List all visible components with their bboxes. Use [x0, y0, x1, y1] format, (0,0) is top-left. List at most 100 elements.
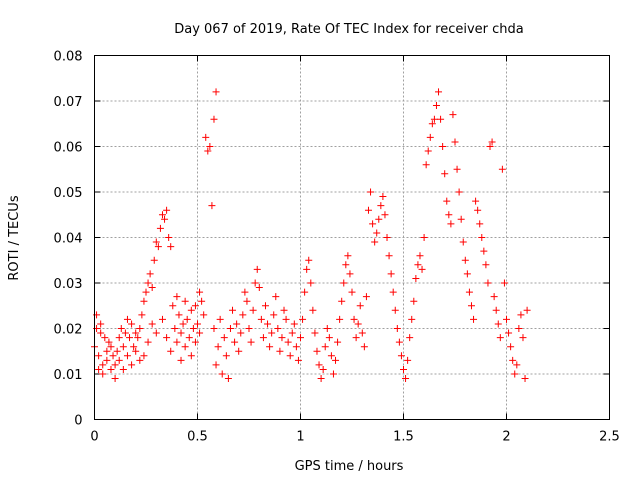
data-point [115, 356, 123, 364]
data-point [517, 311, 525, 319]
data-point [453, 165, 461, 173]
data-point [152, 238, 160, 246]
data-point [191, 338, 199, 346]
data-point [208, 202, 216, 210]
data-point [465, 288, 473, 296]
data-point [130, 343, 138, 351]
data-point [301, 288, 309, 296]
data-point [99, 361, 107, 369]
data-point [95, 365, 103, 373]
data-point [113, 347, 121, 355]
data-point [474, 206, 482, 214]
data-point [200, 311, 208, 319]
data-point [470, 315, 478, 323]
data-point [119, 343, 127, 351]
data-point [389, 288, 397, 296]
data-point [183, 315, 191, 323]
data-point [297, 334, 304, 342]
data-point [356, 302, 364, 310]
y-tick-label: 0 [74, 414, 82, 429]
data-point [463, 270, 471, 278]
data-point [210, 115, 218, 123]
data-point [134, 334, 142, 342]
data-point [402, 375, 410, 383]
data-point [181, 343, 189, 351]
data-point [282, 315, 290, 323]
data-point [128, 361, 136, 369]
data-point [367, 188, 375, 196]
data-point [140, 352, 148, 360]
data-point [191, 302, 199, 310]
data-point [132, 347, 140, 355]
data-point [148, 320, 156, 328]
data-point [412, 274, 420, 282]
data-point [364, 206, 372, 214]
data-point [163, 206, 171, 214]
data-point [253, 265, 261, 273]
data-point [383, 234, 391, 241]
data-point [373, 229, 381, 237]
data-point [288, 329, 296, 337]
data-point [428, 120, 436, 128]
data-point [327, 352, 335, 360]
data-point [117, 325, 125, 332]
data-point [226, 325, 234, 332]
data-point [237, 329, 245, 337]
data-point [138, 311, 146, 319]
data-point [521, 375, 529, 383]
grid-lines [94, 55, 610, 420]
data-point [292, 343, 300, 351]
data-point [422, 161, 430, 169]
data-point [167, 243, 175, 251]
data-point [97, 320, 105, 328]
data-point [146, 270, 154, 278]
data-point [107, 365, 115, 373]
data-point [305, 256, 313, 264]
y-tick-label: 0.05 [54, 186, 83, 201]
data-point [214, 343, 222, 351]
data-point [210, 325, 218, 332]
data-point [274, 325, 282, 332]
data-point [156, 224, 164, 232]
data-point [220, 334, 228, 342]
data-point [294, 356, 302, 364]
data-point [455, 188, 463, 196]
y-tick-label: 0.04 [54, 232, 83, 247]
data-point [276, 347, 284, 355]
data-point [249, 306, 257, 314]
data-point [344, 252, 352, 260]
data-point [435, 88, 443, 96]
data-point [490, 293, 498, 301]
data-point [416, 252, 424, 260]
data-point [270, 311, 278, 319]
plot-frame [94, 55, 610, 420]
data-point [457, 215, 465, 223]
x-tick-label: 0 [90, 430, 98, 445]
data-point [103, 356, 111, 364]
data-point [206, 143, 214, 150]
data-point [515, 325, 523, 332]
data-point [212, 361, 220, 369]
data-point [101, 334, 109, 342]
data-point [472, 197, 480, 205]
data-point [148, 284, 156, 292]
data-point [309, 306, 317, 314]
x-tick-label: 0.5 [187, 430, 208, 445]
x-tick-labels: 0 0.5 1 1.5 2 2.5 [90, 430, 619, 445]
data-point [259, 334, 267, 342]
data-point [486, 143, 494, 150]
data-point [360, 343, 368, 351]
data-point [397, 352, 405, 360]
data-point [261, 302, 269, 310]
data-point [187, 306, 195, 314]
data-point [239, 311, 247, 319]
data-point [140, 297, 148, 305]
data-point [507, 343, 515, 351]
data-point [332, 356, 340, 364]
data-point [121, 329, 129, 337]
x-tick-label: 2.5 [599, 430, 620, 445]
data-point [395, 338, 403, 346]
data-point [105, 338, 113, 346]
data-point [196, 329, 204, 337]
data-point [319, 365, 327, 373]
